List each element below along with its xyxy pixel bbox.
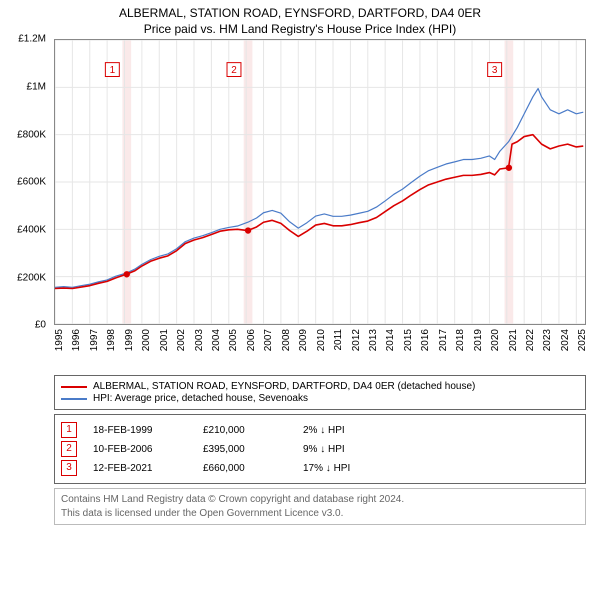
x-tick-label: 2020 bbox=[490, 329, 501, 351]
title-line-1: ALBERMAL, STATION ROAD, EYNSFORD, DARTFO… bbox=[10, 6, 590, 22]
y-tick-label: £600K bbox=[17, 177, 46, 188]
transaction-row: 2 10-FEB-2006£395,0009% ↓ HPI bbox=[61, 441, 579, 457]
x-tick-label: 2012 bbox=[351, 329, 362, 351]
marker-number-box: 2 bbox=[61, 441, 77, 457]
x-tick-label: 2004 bbox=[211, 329, 222, 351]
y-tick-label: £400K bbox=[17, 224, 46, 235]
x-tick-label: 2013 bbox=[368, 329, 379, 351]
x-tick-label: 2022 bbox=[525, 329, 536, 351]
chart-area: £0£200K£400K£600K£800K£1M£1.2M 123 19951… bbox=[10, 39, 590, 369]
line-swatch-blue bbox=[61, 398, 87, 400]
transaction-pct: 17% ↓ HPI bbox=[303, 463, 350, 474]
x-tick-label: 2019 bbox=[473, 329, 484, 351]
attribution-box: Contains HM Land Registry data © Crown c… bbox=[54, 488, 586, 525]
marker-number-box: 3 bbox=[61, 460, 77, 476]
x-tick-label: 1998 bbox=[106, 329, 117, 351]
x-tick-label: 2011 bbox=[333, 329, 344, 351]
x-tick-label: 2000 bbox=[141, 329, 152, 351]
x-tick-label: 2003 bbox=[194, 329, 205, 351]
x-tick-label: 2010 bbox=[316, 329, 327, 351]
x-tick-label: 2018 bbox=[455, 329, 466, 351]
transaction-legend: 1 18-FEB-1999£210,0002% ↓ HPI 2 10-FEB-2006… bbox=[54, 414, 586, 484]
y-tick-label: £0 bbox=[35, 320, 46, 331]
x-tick-label: 2007 bbox=[263, 329, 274, 351]
x-tick-label: 2002 bbox=[176, 329, 187, 351]
transaction-date: 12-FEB-2021 bbox=[93, 463, 203, 474]
line-swatch-red bbox=[61, 386, 87, 388]
transaction-row: 1 18-FEB-1999£210,0002% ↓ HPI bbox=[61, 422, 579, 438]
x-tick-label: 2009 bbox=[298, 329, 309, 351]
transaction-price: £660,000 bbox=[203, 463, 303, 474]
x-tick-label: 2017 bbox=[438, 329, 449, 351]
transaction-pct: 2% ↓ HPI bbox=[303, 425, 345, 436]
legend-row-red: ALBERMAL, STATION ROAD, EYNSFORD, DARTFO… bbox=[61, 381, 579, 392]
x-tick-label: 2023 bbox=[542, 329, 553, 351]
x-tick-label: 2015 bbox=[403, 329, 414, 351]
transaction-date: 18-FEB-1999 bbox=[93, 425, 203, 436]
x-axis-labels: 1995 1996 1997 1998 1999 2000 2001 2002 2003 2004… bbox=[54, 327, 586, 369]
legend-row-blue: HPI: Average price, detached house, Seve… bbox=[61, 393, 579, 404]
x-tick-label: 2008 bbox=[281, 329, 292, 351]
y-tick-label: £1M bbox=[27, 81, 46, 92]
x-tick-label: 2016 bbox=[420, 329, 431, 351]
x-tick-label: 2006 bbox=[246, 329, 257, 351]
transaction-row: 3 12-FEB-2021£660,00017% ↓ HPI bbox=[61, 460, 579, 476]
x-tick-label: 2014 bbox=[385, 329, 396, 351]
x-tick-label: 1995 bbox=[54, 329, 65, 351]
transaction-price: £210,000 bbox=[203, 425, 303, 436]
chart-title: ALBERMAL, STATION ROAD, EYNSFORD, DARTFO… bbox=[10, 6, 590, 37]
y-tick-label: £200K bbox=[17, 272, 46, 283]
x-tick-label: 2001 bbox=[159, 329, 170, 351]
y-axis-labels: £0£200K£400K£600K£800K£1M£1.2M bbox=[10, 39, 50, 341]
x-tick-label: 1999 bbox=[124, 329, 135, 351]
x-tick-label: 2005 bbox=[228, 329, 239, 351]
svg-text:1: 1 bbox=[110, 65, 116, 76]
series-legend: ALBERMAL, STATION ROAD, EYNSFORD, DARTFO… bbox=[54, 375, 586, 410]
attribution-line-2: This data is licensed under the Open Gov… bbox=[61, 507, 579, 521]
x-tick-label: 1997 bbox=[89, 329, 100, 351]
plot-area: 1 2 3 bbox=[54, 39, 586, 325]
transaction-price: £395,000 bbox=[203, 444, 303, 455]
y-tick-label: £800K bbox=[17, 129, 46, 140]
attribution-line-1: Contains HM Land Registry data © Crown c… bbox=[61, 493, 579, 507]
x-tick-label: 2025 bbox=[577, 329, 588, 351]
svg-text:3: 3 bbox=[492, 65, 498, 76]
y-tick-label: £1.2M bbox=[18, 34, 46, 45]
marker-number-box: 1 bbox=[61, 422, 77, 438]
legend-label-blue: HPI: Average price, detached house, Seve… bbox=[93, 393, 308, 404]
transaction-pct: 9% ↓ HPI bbox=[303, 444, 345, 455]
x-tick-label: 2024 bbox=[560, 329, 571, 351]
transaction-date: 10-FEB-2006 bbox=[93, 444, 203, 455]
x-tick-label: 2021 bbox=[508, 329, 519, 351]
title-line-2: Price paid vs. HM Land Registry's House … bbox=[10, 22, 590, 38]
legend-label-red: ALBERMAL, STATION ROAD, EYNSFORD, DARTFO… bbox=[93, 381, 475, 392]
x-tick-label: 1996 bbox=[71, 329, 82, 351]
svg-text:2: 2 bbox=[231, 65, 237, 76]
